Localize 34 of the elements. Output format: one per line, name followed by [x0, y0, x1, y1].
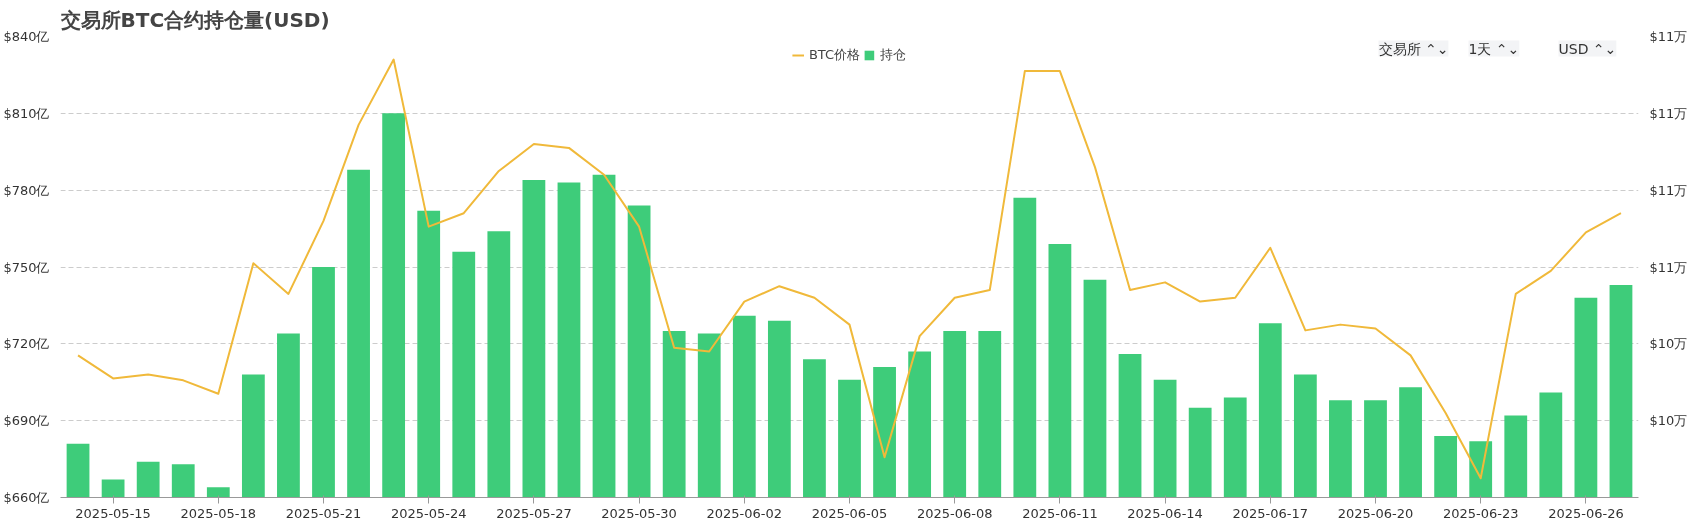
x-tick-label: 2025-06-11	[1022, 505, 1098, 521]
x-tick-label: 2025-05-21	[285, 505, 362, 521]
y2-tick-label: $11万	[1649, 105, 1688, 121]
x-tick-label: 2025-06-02	[706, 505, 783, 521]
x-tick-label: 2025-06-20	[1337, 505, 1414, 521]
x-tick-label: 2025-06-08	[916, 505, 993, 521]
y2-tick-label: $11万	[1649, 29, 1688, 44]
y-tick-label: $840亿	[3, 29, 50, 44]
y2-tick-label: $10万	[1649, 336, 1688, 352]
legend-label: 持仓	[880, 46, 907, 64]
x-tick-label: 2025-06-14	[1127, 505, 1203, 521]
x-tick-label: 2025-05-15	[75, 505, 151, 521]
legend-label: BTC价格	[808, 46, 861, 64]
annotation: 交易所 ⌃⌄	[1378, 40, 1449, 57]
x-tick-label: 2025-05-24	[390, 505, 467, 521]
y-tick-label: $660亿	[3, 490, 50, 505]
y2-tick-label: $10万	[1649, 413, 1688, 429]
y2-tick-label: $11万	[1649, 259, 1688, 275]
chart-title: 交易所BTC合约持仓量(USD)	[59, 7, 330, 32]
x-tick-label: 2025-06-23	[1442, 505, 1519, 521]
x-tick-label: 2025-05-18	[180, 505, 257, 521]
annotation: 1天 ⌃⌄	[1468, 40, 1520, 57]
y2-tick-label: $11万	[1649, 182, 1688, 198]
x-tick-label: 2025-06-17	[1232, 505, 1309, 521]
x-tick-label: 2025-05-30	[601, 505, 677, 521]
y-tick-label: $720亿	[3, 336, 50, 352]
y-tick-label: $780亿	[3, 182, 50, 198]
x-tick-label: 2025-05-27	[496, 505, 572, 521]
y-tick-label: $690亿	[3, 413, 50, 429]
y-tick-label: $810亿	[3, 105, 50, 121]
y-tick-label: $750亿	[3, 259, 50, 275]
x-tick-label: 2025-06-05	[811, 505, 888, 521]
x-tick-label: 2025-06-26	[1548, 505, 1624, 521]
annotation: USD ⌃⌄	[1558, 40, 1617, 57]
